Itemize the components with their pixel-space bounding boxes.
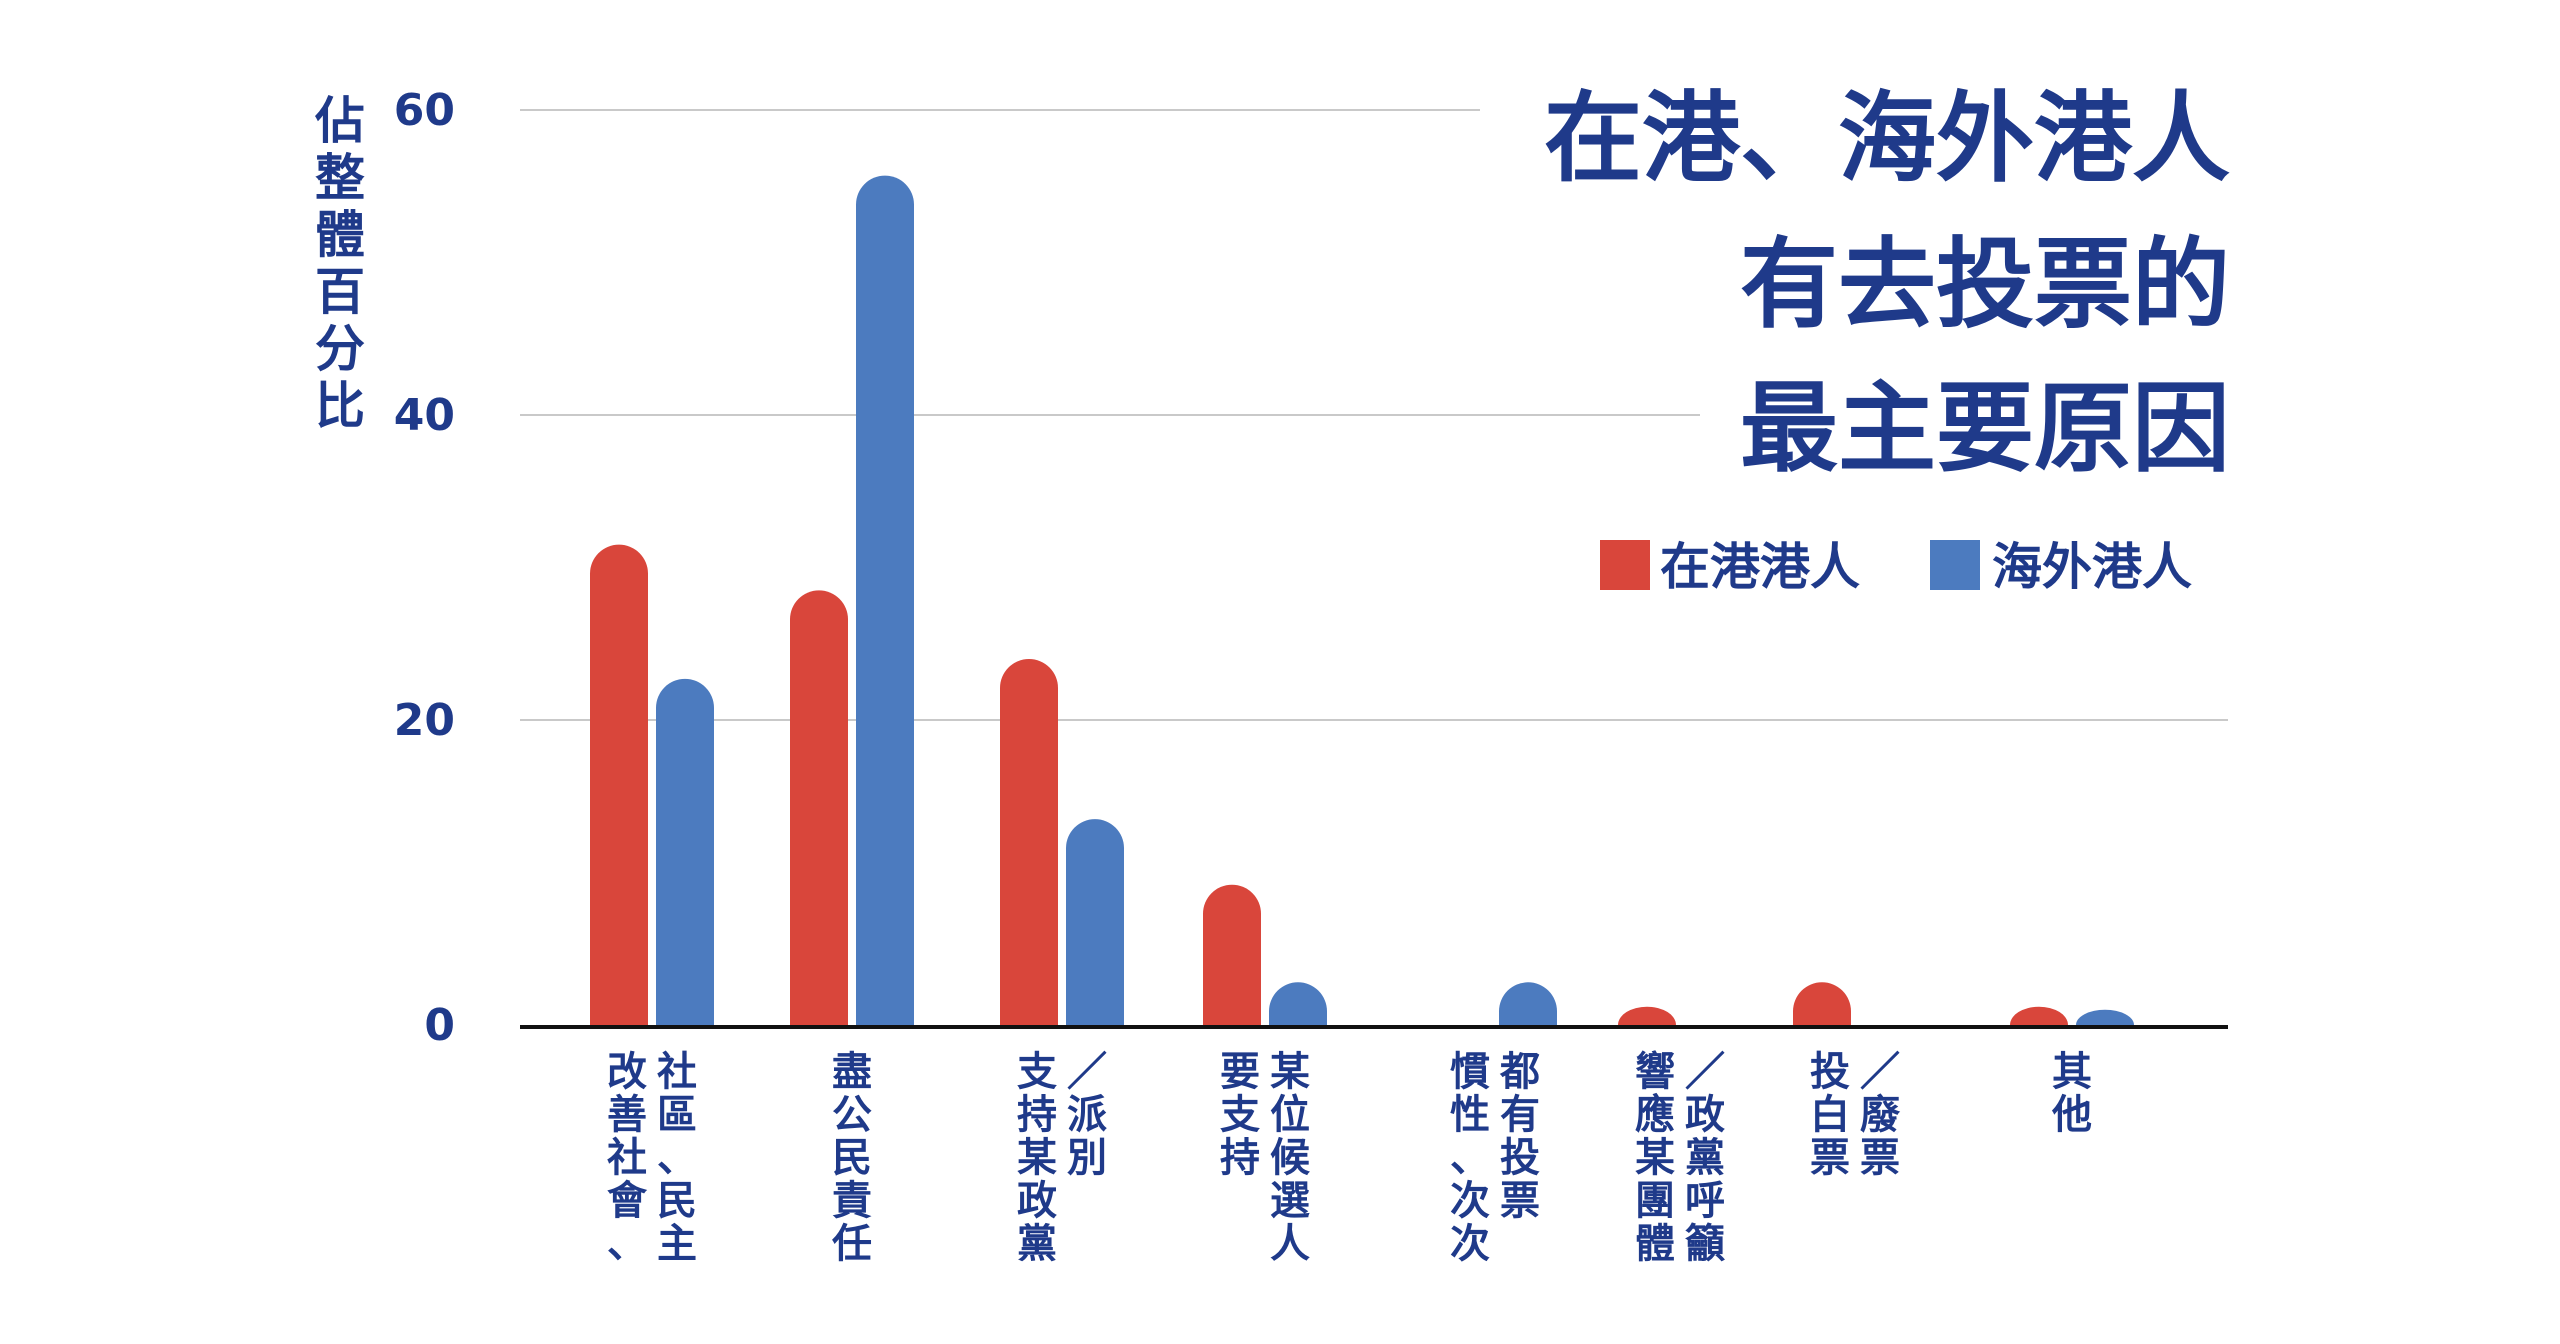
bar-hk <box>1000 659 1058 1025</box>
x-tick-label-char: 應 <box>1635 1092 1675 1138</box>
x-tick-label-char: 政 <box>1685 1092 1725 1138</box>
bars <box>590 175 2134 1025</box>
bar-hk <box>590 544 648 1025</box>
x-tick-label-char: 候 <box>1270 1135 1310 1181</box>
x-tick-label-char: 持 <box>1220 1135 1260 1181</box>
bar-overseas <box>656 678 714 1025</box>
y-axis-label-char: 體 <box>315 206 365 264</box>
chart-title-line: 有去投票的 <box>1740 228 2230 342</box>
x-tick-label-char: 社 <box>607 1135 647 1181</box>
x-tick-label-char: 某 <box>1017 1135 1057 1181</box>
bar-overseas <box>1269 982 1327 1025</box>
x-tick-label-char: 慣 <box>1450 1049 1490 1095</box>
bar-overseas <box>1499 982 1557 1025</box>
x-tick-label-char: 團 <box>1635 1178 1675 1224</box>
y-tick-label: 0 <box>424 1000 455 1051</box>
x-tick-label-char: 、 <box>1450 1135 1490 1181</box>
legend: 在港港人 海外港人 <box>1600 538 2192 596</box>
x-tick-label-char: 投 <box>1500 1135 1540 1181</box>
y-axis-label-char: 佔 <box>314 92 365 150</box>
x-tick-label-char: 體 <box>1635 1221 1675 1267</box>
x-tick-label-char: 黨 <box>1685 1135 1725 1181</box>
x-tick-label-char: 性 <box>1450 1092 1490 1138</box>
x-tick-label-char: 會 <box>607 1178 648 1224</box>
y-tick-label: 60 <box>394 85 455 136</box>
x-tick-label-char: 善 <box>607 1092 647 1138</box>
y-axis-label-char: 比 <box>315 377 365 435</box>
y-axis-label-char: 百 <box>315 263 365 321</box>
y-axis-ticks: 0 20 40 60 <box>394 85 455 1051</box>
x-tick-label-char: 有 <box>1500 1092 1540 1138</box>
x-tick-label-char: 公 <box>832 1092 872 1138</box>
x-tick-label-char: 籲 <box>1685 1221 1725 1267</box>
x-tick-label-char: 票 <box>1500 1178 1540 1224</box>
x-tick-label-char: 次 <box>1450 1178 1490 1224</box>
bar-overseas <box>2076 1009 2134 1025</box>
x-tick-label-char: 廢 <box>1860 1092 1901 1138</box>
x-tick-label-char: 票 <box>1860 1135 1900 1181</box>
legend-label: 在港港人 <box>1660 538 1860 596</box>
x-tick-label-char: 白 <box>1810 1092 1850 1138</box>
x-tick-label-char: 派 <box>1067 1092 1107 1138</box>
x-tick-label-char: 支 <box>1017 1049 1057 1095</box>
chart-title-line: 在港、海外港人 <box>1544 82 2230 196</box>
y-tick-label: 40 <box>394 390 455 441</box>
x-tick-label-char: 要 <box>1220 1049 1260 1095</box>
x-tick-label-char: 都 <box>1499 1049 1540 1095</box>
x-tick-label-char: 盡 <box>832 1049 872 1095</box>
legend-swatch <box>1930 540 1980 590</box>
x-tick-label-char: ／ <box>1860 1049 1900 1095</box>
x-tick-label-char: 支 <box>1220 1092 1260 1138</box>
x-tick-label-char: 民 <box>657 1178 697 1224</box>
x-tick-label-char: 改 <box>607 1049 647 1095</box>
y-tick-label: 20 <box>394 695 455 746</box>
bar-overseas <box>1066 819 1124 1025</box>
x-tick-label-char: 位 <box>1270 1092 1310 1138</box>
x-tick-label-char: 責 <box>832 1178 872 1224</box>
chart-title-line: 最主要原因 <box>1740 372 2230 486</box>
bar-hk <box>2009 1006 2068 1025</box>
x-tick-label-char: 政 <box>1017 1178 1057 1224</box>
x-tick-label-char: 、 <box>657 1135 697 1181</box>
x-tick-label-char: 持 <box>1017 1092 1057 1138</box>
x-tick-label-char: 別 <box>1067 1135 1107 1181</box>
x-tick-label-char: 投 <box>1810 1049 1850 1095</box>
bar-hk <box>1618 1006 1676 1025</box>
y-axis-label-char: 整 <box>315 149 365 207</box>
x-tick-label-char: 社 <box>657 1049 697 1095</box>
bar-hk <box>1793 982 1851 1025</box>
x-tick-label-char: 響 <box>1635 1049 1675 1095</box>
x-tick-label-char: 次 <box>1450 1221 1490 1267</box>
x-tick-label-char: 、 <box>607 1221 647 1267</box>
bar-overseas <box>856 175 914 1025</box>
x-tick-label-char: 民 <box>832 1135 872 1181</box>
x-tick-label-char: ／ <box>1067 1049 1107 1095</box>
x-tick-label-char: 他 <box>2051 1092 2092 1138</box>
bar-hk <box>1203 884 1261 1025</box>
x-tick-label-char: 某 <box>1270 1049 1310 1095</box>
legend-label: 海外港人 <box>1992 538 2192 596</box>
bar-hk <box>790 590 848 1025</box>
x-tick-label-char: 選 <box>1270 1178 1310 1224</box>
x-tick-label-char: 區 <box>657 1092 697 1138</box>
x-tick-label-char: 任 <box>832 1221 872 1267</box>
x-tick-label-char: 呼 <box>1685 1178 1725 1224</box>
x-tick-label-char: 某 <box>1635 1135 1675 1181</box>
x-tick-label-char: ／ <box>1685 1049 1725 1095</box>
x-tick-label-char: 黨 <box>1017 1221 1057 1267</box>
x-tick-label-char: 其 <box>2052 1049 2092 1095</box>
x-tick-label-char: 人 <box>1270 1221 1310 1267</box>
x-axis-category-labels: 社區、民主改善社會、盡公民責任／派別支持某政黨某位候選人要支持都有投票慣性、次次… <box>607 1049 2092 1267</box>
legend-swatch <box>1600 540 1650 590</box>
y-axis-label-char: 分 <box>315 320 365 378</box>
x-tick-label-char: 票 <box>1810 1135 1850 1181</box>
x-tick-label-char: 主 <box>657 1221 697 1267</box>
